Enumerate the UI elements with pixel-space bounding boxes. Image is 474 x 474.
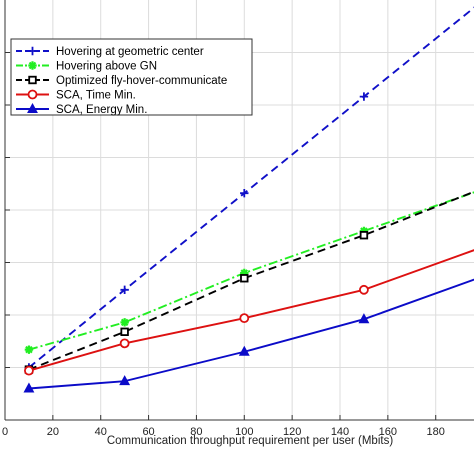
data-point-plus <box>120 285 129 294</box>
legend-label: Hovering above GN <box>56 61 157 73</box>
data-point-plus <box>359 92 369 101</box>
x-tick-label: 140 <box>331 426 349 438</box>
data-point-circle <box>119 338 130 349</box>
data-point-star <box>240 268 249 278</box>
x-tick-label: 80 <box>190 426 202 438</box>
x-tick-label: 120 <box>283 426 301 438</box>
legend-entry: Optimized fly-hover-communicate <box>16 75 227 87</box>
x-tick-label: 100 <box>235 426 253 438</box>
data-point-star <box>120 318 129 327</box>
x-tick-label: 180 <box>427 426 445 438</box>
series-4 <box>24 249 474 376</box>
data-point-star <box>24 345 34 354</box>
legend-entry: SCA, Time Min. <box>16 90 136 102</box>
data-point-plus <box>240 189 249 198</box>
legend-label: Hovering at geometric center <box>56 46 204 58</box>
data-point-circle <box>239 313 250 324</box>
x-tick-label: 60 <box>142 426 154 438</box>
data-point-star <box>28 61 37 70</box>
legend: Hovering at geometric center Hovering abo… <box>10 38 253 116</box>
series-layer <box>23 6 474 393</box>
data-point-square <box>28 75 37 85</box>
data-point-triangle <box>238 345 250 356</box>
x-tick-labels: 0 20 40 60 80 100 120 140 160 180 <box>2 52 445 438</box>
data-point-plus <box>28 46 37 56</box>
legend-entry: Hovering above GN <box>16 61 157 73</box>
legend-entry: SCA, Energy Min. <box>16 102 147 116</box>
x-tick-label: 40 <box>95 426 107 438</box>
data-point-circle <box>24 365 34 376</box>
legend-label: SCA, Energy Min. <box>56 104 147 116</box>
x-axis-title: Communication throughput requirement per… <box>107 435 394 447</box>
data-point-circle <box>27 89 38 100</box>
x-tick-label: 160 <box>379 426 397 438</box>
series-line <box>28 190 474 371</box>
data-point-circle <box>359 284 369 295</box>
series-5 <box>23 278 474 393</box>
legend-entry: Hovering at geometric center <box>16 46 204 58</box>
data-point-square <box>240 274 249 283</box>
data-point-triangle <box>119 375 131 386</box>
legend-label: Optimized fly-hover-communicate <box>56 75 227 87</box>
data-point-triangle <box>27 102 38 113</box>
data-point-triangle <box>358 313 370 324</box>
x-tick-label: 20 <box>47 426 59 438</box>
data-point-triangle <box>23 382 35 393</box>
legend-label: SCA, Time Min. <box>56 90 136 102</box>
data-point-square <box>120 327 129 336</box>
legend-box <box>10 38 253 116</box>
data-point-square <box>359 230 369 240</box>
x-tick-label: 0 <box>2 426 8 438</box>
